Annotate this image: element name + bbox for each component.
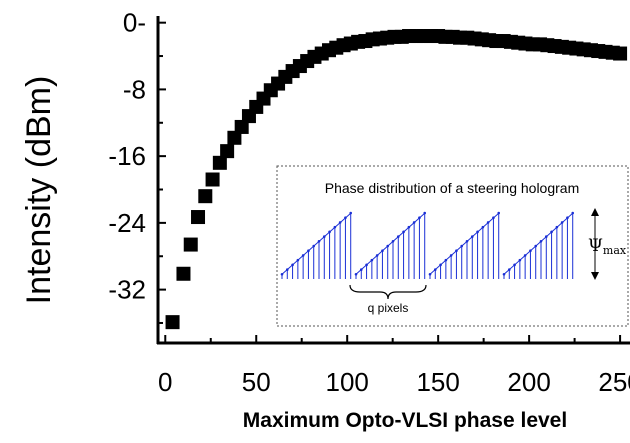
psi-max-arrow: [591, 208, 599, 280]
data-point: [198, 189, 213, 204]
data-point: [183, 237, 198, 252]
x-tick-label: 250: [598, 367, 630, 397]
y-tick-label: -16: [108, 141, 146, 171]
x-tick-label: 150: [416, 367, 459, 397]
data-point: [165, 315, 180, 330]
sawtooth-envelope: [429, 212, 500, 275]
data-markers: [165, 29, 628, 330]
data-point: [176, 266, 191, 281]
sawtooth-envelope: [355, 212, 426, 275]
data-point: [613, 46, 628, 61]
x-tick-label: 50: [242, 367, 271, 397]
data-point: [212, 155, 227, 170]
y-tick-label: -24: [108, 208, 146, 238]
sawtooth-hologram: [280, 211, 575, 279]
y-axis-label: Intensity (dBm): [20, 76, 58, 305]
axes: [156, 16, 630, 345]
data-point: [205, 172, 220, 187]
sawtooth-envelope: [503, 212, 574, 275]
y-tick-label: -32: [108, 275, 146, 305]
tick-labels: 0- -8 -16 -24 -32 0 50 100 150 200 250: [108, 8, 630, 397]
q-pixels-label: q pixels: [368, 301, 409, 315]
x-axis-label: Maximum Opto-VLSI phase level: [243, 409, 567, 432]
sawtooth-envelope: [281, 212, 352, 275]
data-point: [220, 144, 235, 159]
inset-frame: [276, 165, 629, 327]
y-tick-label: 0-: [123, 8, 146, 38]
q-pixels-bracket: [349, 284, 427, 300]
data-point: [227, 130, 242, 145]
x-tick-label: 200: [507, 367, 550, 397]
x-tick-label: 100: [326, 367, 369, 397]
data-point: [234, 119, 249, 134]
psi-max-label: Ψmax: [588, 236, 627, 257]
data-point: [191, 210, 206, 225]
inset-panel: Phase distribution of a steering hologra…: [276, 165, 629, 327]
y-tick-label: -8: [123, 74, 146, 104]
x-tick-label: 0: [158, 367, 172, 397]
inset-title: Phase distribution of a steering hologra…: [325, 180, 579, 196]
